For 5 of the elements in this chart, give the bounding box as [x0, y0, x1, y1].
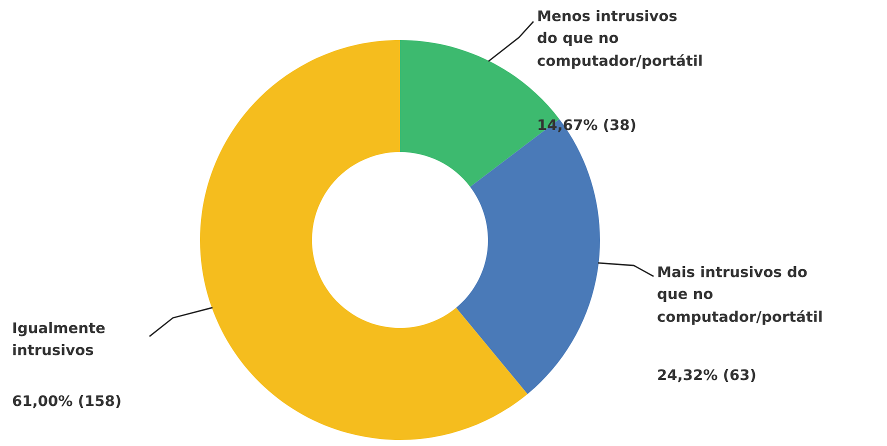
data-label: 24,32% (63): [658, 368, 756, 382]
slice-label: Mais intrusivos do que no computador/portátil: [658, 266, 822, 325]
slice-label: Igualmente intrusivos: [13, 322, 105, 356]
slice-label: Menos intrusivos do que no computador/portátil: [538, 10, 702, 69]
data-label: 61,00% (158): [12, 394, 120, 408]
